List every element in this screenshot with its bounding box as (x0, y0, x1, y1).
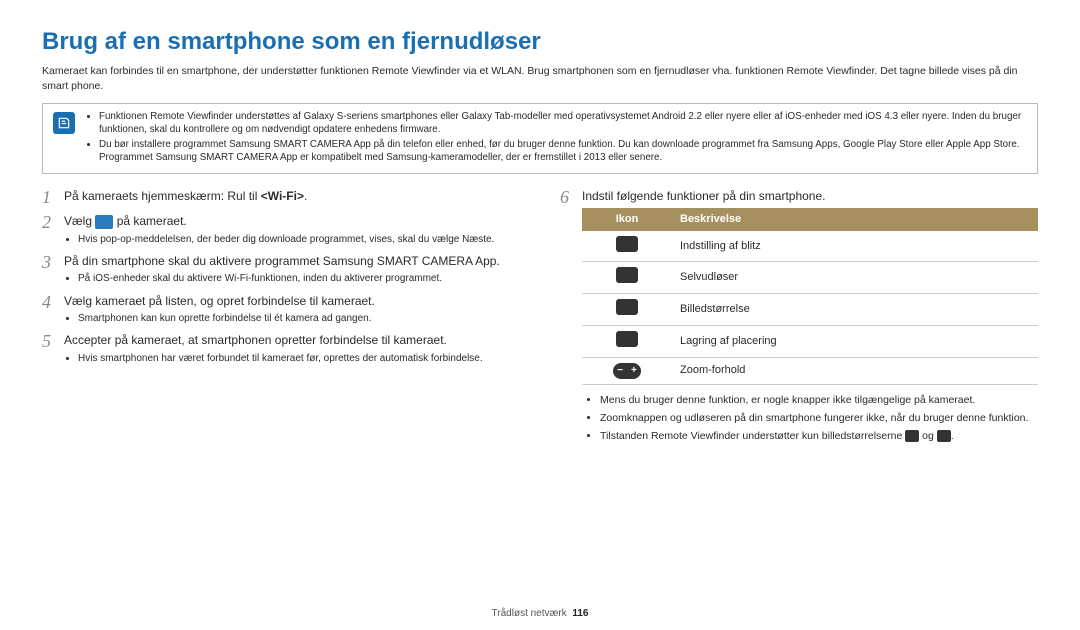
step-number: 2 (42, 213, 64, 247)
sub-bullet: Hvis pop-op-meddelelsen, der beder dig d… (78, 233, 520, 247)
intro-paragraph: Kameraet kan forbindes til en smartphone… (42, 64, 1038, 92)
note-list: Funktionen Remote Viewfinder understøtte… (85, 110, 1027, 167)
settings-table: Ikon Beskrivelse Indstilling af blitz Se… (582, 208, 1038, 385)
step-2: 2 Vælg på kameraet. Hvis pop-op-meddelel… (42, 213, 520, 247)
step-4: 4 Vælg kameraet på listen, og opret forb… (42, 293, 520, 327)
footer-section: Trådløst netværk (492, 608, 567, 619)
location-icon (616, 331, 638, 347)
step-text: Indstil følgende funktioner på din smart… (582, 189, 825, 203)
page-number: 116 (572, 608, 588, 619)
th-icon: Ikon (582, 208, 672, 231)
step-1: 1 På kameraets hjemmeskærm: Rul til <Wi-… (42, 188, 520, 208)
step-text: På kameraets hjemmeskærm: Rul til (64, 189, 261, 203)
step-number: 4 (42, 293, 64, 327)
step-6: 6 Indstil følgende funktioner på din sma… (560, 188, 1038, 447)
sub-bullet: Hvis smartphonen har været forbundet til… (78, 352, 520, 366)
step-text: Vælg (64, 214, 95, 228)
post-bullet: Zoomknappen og udløseren på din smartpho… (600, 411, 1038, 425)
table-row: Selvudløser (582, 262, 1038, 294)
post-bullet: Mens du bruger denne funktion, er nogle … (600, 393, 1038, 407)
table-row: Indstilling af blitz (582, 231, 1038, 262)
step-bold: <Wi-Fi> (261, 189, 304, 203)
remote-viewfinder-icon (95, 215, 113, 229)
size-icon-b (937, 430, 951, 442)
cell-desc: Selvudløser (672, 262, 1038, 294)
note-item: Funktionen Remote Viewfinder understøtte… (99, 110, 1027, 136)
left-column: 1 På kameraets hjemmeskærm: Rul til <Wi-… (42, 188, 520, 453)
post-bullet: Tilstanden Remote Viewfinder understøtte… (600, 429, 1038, 443)
cell-desc: Indstilling af blitz (672, 231, 1038, 262)
sub-bullet: På iOS-enheder skal du aktivere Wi-Fi-fu… (78, 272, 520, 286)
step-number: 6 (560, 188, 582, 447)
step-text: På din smartphone skal du aktivere progr… (64, 254, 500, 268)
timer-icon (616, 267, 638, 283)
flash-icon (616, 236, 638, 252)
note-icon (53, 112, 75, 134)
step-3: 3 På din smartphone skal du aktivere pro… (42, 253, 520, 287)
th-desc: Beskrivelse (672, 208, 1038, 231)
page-title: Brug af en smartphone som en fjernudløse… (42, 26, 1038, 58)
table-row: Lagring af placering (582, 326, 1038, 358)
sub-bullet: Smartphonen kan kun oprette forbindelse … (78, 312, 520, 326)
step-5: 5 Accepter på kameraet, at smartphonen o… (42, 332, 520, 366)
cell-desc: Billedstørrelse (672, 294, 1038, 326)
post-list: Mens du bruger denne funktion, er nogle … (582, 393, 1038, 444)
size-icon-a (905, 430, 919, 442)
step-number: 5 (42, 332, 64, 366)
table-row: Billedstørrelse (582, 294, 1038, 326)
image-size-icon (616, 299, 638, 315)
step-number: 3 (42, 253, 64, 287)
footer: Trådløst netværk 116 (0, 607, 1080, 621)
note-box: Funktionen Remote Viewfinder understøtte… (42, 103, 1038, 174)
step-text: Accepter på kameraet, at smartphonen opr… (64, 333, 447, 347)
cell-desc: Zoom-forhold (672, 358, 1038, 385)
step-number: 1 (42, 188, 64, 208)
step-text: på kameraet. (117, 214, 187, 228)
zoom-icon: −+ (613, 363, 641, 379)
step-text: Vælg kameraet på listen, og opret forbin… (64, 294, 375, 308)
table-row: −+ Zoom-forhold (582, 358, 1038, 385)
right-column: 6 Indstil følgende funktioner på din sma… (560, 188, 1038, 453)
note-item: Du bør installere programmet Samsung SMA… (99, 138, 1027, 164)
step-text: . (304, 189, 307, 203)
cell-desc: Lagring af placering (672, 326, 1038, 358)
